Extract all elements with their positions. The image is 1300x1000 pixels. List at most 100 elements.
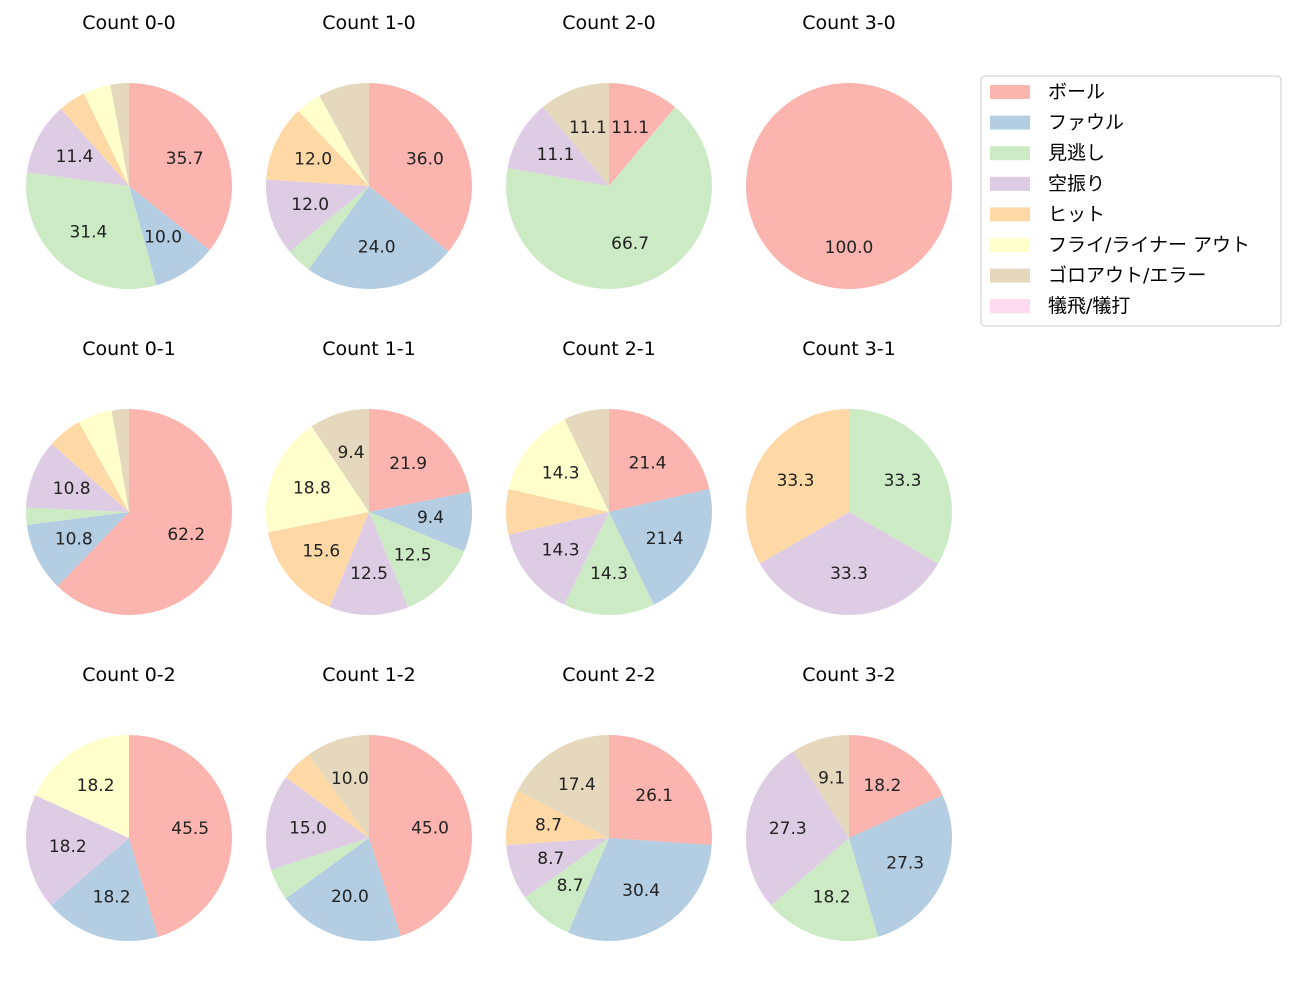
pie-title: Count 0-1 [82,338,176,360]
legend-swatch [990,238,1030,252]
slice-label: 35.7 [166,149,204,169]
slice-label: 9.4 [337,443,364,463]
pie-title: Count 0-0 [82,12,176,34]
pie-title: Count 0-2 [82,664,176,686]
pie-slice [793,734,849,838]
pie-slice [849,795,953,937]
slice-label: 24.0 [358,237,396,257]
legend-label: ゴロアウト/エラー [1048,265,1206,287]
pie-2: Count 1-0 36.0 24.0 12.0 12.0 [265,12,472,289]
slice-label: 66.7 [611,234,649,254]
pie-slice [266,426,369,533]
pie-slice [110,83,129,186]
pie-slice [369,491,472,552]
slice-label: 11.1 [537,145,575,165]
pie-slice [129,186,210,286]
pie-slice [609,83,676,186]
pie-slice [308,186,449,289]
slice-label: 15.6 [302,541,340,561]
slice-label: 11.1 [611,118,649,138]
pie-title: Count 3-1 [802,338,896,360]
slice-label: 14.3 [542,463,580,483]
legend-label: ヒット [1048,203,1105,225]
legend-swatch [990,85,1030,99]
slice-label: 27.3 [886,854,924,874]
pie-title: Count 3-0 [802,12,896,34]
pie-9: Count 0-2 45.5 18.2 18.2 18.2 [26,664,233,942]
slice-label: 11.1 [569,118,607,138]
pie-slice [369,409,471,512]
pie-10: Count 1-2 45.0 20.0 15.0 10.0 [265,664,473,942]
legend-label: 犠飛/犠打 [1048,295,1130,317]
pie-slice [609,489,713,605]
pie-slice [508,512,609,605]
slice-label: 15.0 [289,818,327,838]
pie-slice [298,95,369,186]
slice-label: 18.2 [49,837,87,857]
pie-slice [308,735,369,838]
pie-slice [609,409,710,512]
slice-label: 31.4 [69,223,107,243]
slice-label: 100.0 [825,238,874,258]
slice-label: 18.2 [93,887,131,907]
legend-swatch [990,207,1030,222]
slice-label: 14.3 [590,564,628,584]
pie-slice [26,443,130,512]
pie-1: Count 0-0 35.7 10.0 31.4 11.4 [26,12,233,289]
slice-label: 12.0 [291,195,329,215]
pie-slice [771,838,879,942]
slice-label: 8.7 [557,876,584,896]
pie-slice [268,512,369,608]
slice-label: 10.0 [144,228,182,248]
slice-label: 33.3 [884,471,922,491]
legend-swatch [990,176,1030,191]
pie-title: Count 3-2 [802,664,896,686]
pie-title: Count 1-2 [322,664,416,686]
slice-label: 21.4 [646,529,684,549]
slice-label: 11.4 [56,147,94,167]
pie-slice [505,489,609,535]
slice-label: 21.9 [389,454,427,474]
slice-label: 12.5 [350,564,388,584]
legend-swatch [990,268,1030,283]
slice-label: 18.8 [293,479,331,499]
pie-slice [505,107,712,290]
pie-slice [849,409,952,564]
legend-label: 見逃し [1048,142,1105,164]
pie-slice [746,409,849,564]
pie-slice [265,179,369,252]
pie-slice [285,838,401,942]
slice-label: 27.3 [769,819,807,839]
pie-8: Count 3-1 33.3 33.3 33.3 [746,338,952,615]
pie-title: Count 1-1 [322,338,416,360]
legend-label: ファウル [1048,112,1124,134]
pie-4: Count 3-0 100.0 [746,12,952,289]
legend-label: フライ/ライナー アウト [1048,234,1250,256]
slice-label: 36.0 [406,150,444,170]
pie-slice [759,512,939,615]
pie-slice [78,410,129,512]
legend-swatch [990,115,1030,130]
pie-slice [609,735,712,846]
pie-title: Count 2-0 [562,12,656,34]
pie-slice [517,734,609,838]
pie-slice [129,83,233,251]
pie-slice [311,409,369,512]
slice-label: 18.2 [77,776,115,796]
pie-slice [542,83,609,186]
slice-label: 8.7 [537,849,564,869]
legend-box [980,75,1282,327]
slice-label: 12.5 [394,546,432,566]
pie-6: Count 1-1 21.9 9.4 12.5 12.5 15.6 18.8 9.4 [266,338,472,616]
pie-slice [369,512,465,608]
slice-label: 45.5 [171,819,209,839]
pie-slice [849,735,943,838]
pie-slice [746,83,952,289]
pie-title: Count 2-1 [562,338,656,360]
pie-slice [506,838,609,898]
slice-label: 12.0 [294,150,332,170]
legend-label: 空振り [1048,173,1105,195]
slice-label: 30.4 [622,881,660,901]
